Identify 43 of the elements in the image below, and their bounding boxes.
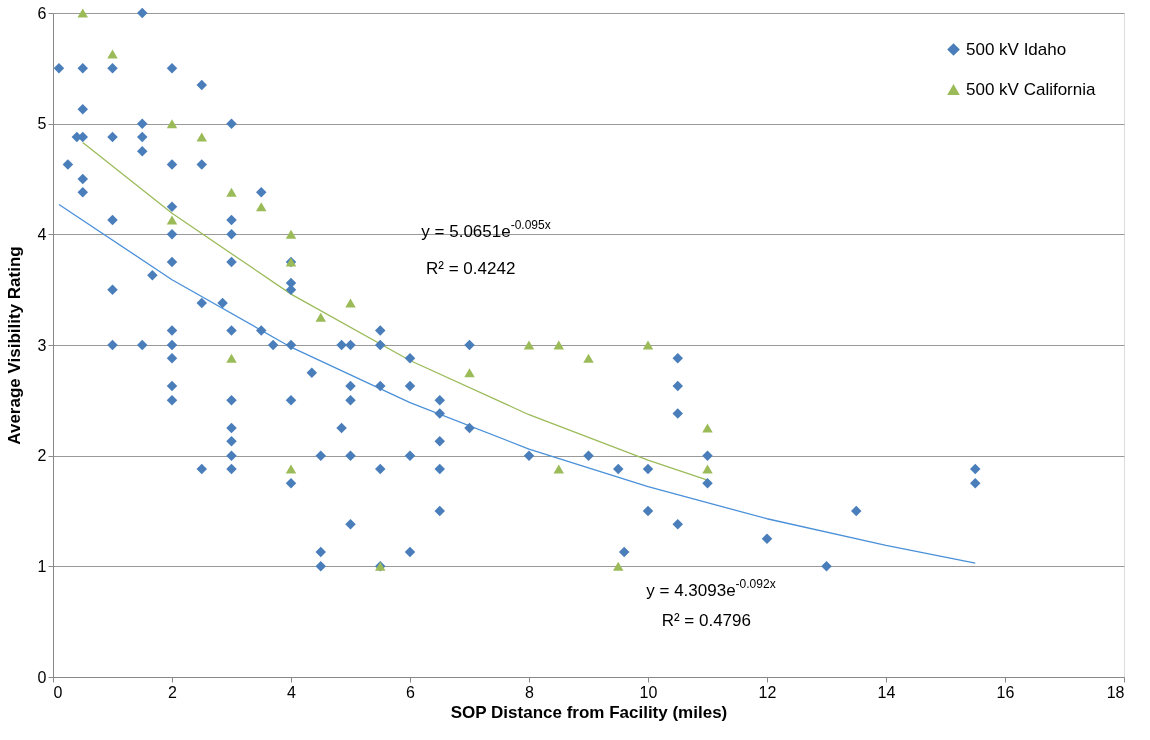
x-tick-label: 0	[53, 683, 63, 701]
x-axis-title: SOP Distance from Facility (miles)	[450, 702, 728, 722]
point	[315, 312, 326, 322]
point	[642, 340, 654, 350]
point	[226, 187, 237, 197]
y-tick-label: 3	[37, 336, 47, 354]
x-tick-label: 18	[1106, 683, 1125, 701]
point	[285, 464, 297, 474]
point	[226, 353, 237, 363]
point	[345, 298, 356, 308]
x-tick-label: 4	[287, 683, 297, 701]
x-tick-label: 10	[639, 683, 658, 701]
point	[464, 368, 475, 378]
legend-label: 500 kV California	[966, 79, 1096, 99]
x-tick-label: 6	[406, 683, 416, 701]
x-tick-label: 12	[758, 683, 777, 701]
annotation: R² = 0.4796	[661, 610, 751, 630]
point	[285, 229, 297, 239]
annotation: R² = 0.4242	[426, 258, 516, 278]
point	[256, 202, 267, 212]
y-tick-label: 0	[37, 668, 47, 686]
point	[107, 49, 118, 59]
y-tick-label: 5	[37, 115, 47, 133]
point	[702, 423, 713, 433]
y-axis-title: Average Visibility Rating	[4, 246, 24, 445]
point	[702, 464, 713, 474]
y-tick-label: 2	[37, 447, 47, 465]
y-tick-label: 6	[37, 4, 47, 22]
point	[583, 353, 594, 363]
point	[166, 119, 178, 129]
x-tick-label: 2	[168, 683, 178, 701]
point	[553, 340, 564, 350]
line-series	[58, 203, 976, 564]
x-tick-label: 8	[525, 683, 535, 701]
y-tick-label: 1	[37, 557, 47, 575]
x-tick-label: 14	[877, 683, 896, 701]
legend-label: 500 kV Idaho	[966, 39, 1067, 59]
point	[523, 340, 535, 350]
point	[77, 8, 88, 18]
x-tick-label: 16	[996, 683, 1015, 701]
point	[166, 215, 178, 225]
point	[613, 561, 624, 571]
y-tick-label: 4	[37, 225, 47, 243]
